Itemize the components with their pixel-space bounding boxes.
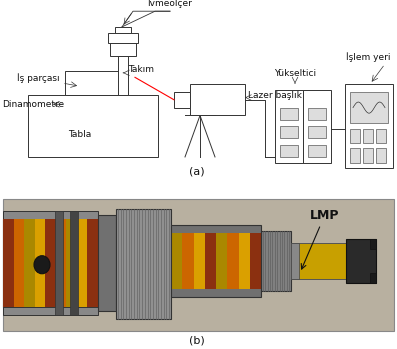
Bar (56, 218, 66, 307)
Bar (3, 307, 98, 315)
Bar (370, 239, 376, 249)
Bar (280, 107, 298, 120)
Text: Tabla: Tabla (68, 130, 92, 139)
Bar (108, 32, 138, 43)
Bar (3, 210, 98, 218)
Bar (171, 225, 182, 297)
Bar (24, 218, 35, 307)
Bar (171, 225, 261, 233)
Text: Dinamometre: Dinamometre (2, 100, 64, 109)
Bar (13, 218, 24, 307)
Ellipse shape (34, 256, 50, 274)
Bar (17, 218, 22, 307)
Bar (350, 129, 360, 143)
Text: İş parçası: İş parçası (17, 74, 60, 83)
Bar (110, 43, 136, 56)
Bar (70, 210, 78, 315)
Bar (376, 129, 386, 143)
Bar (171, 225, 261, 297)
Text: Lazer başlık: Lazer başlık (248, 91, 302, 100)
Bar (376, 148, 386, 163)
Bar (98, 215, 116, 311)
Bar (8, 218, 12, 307)
Text: Takım: Takım (128, 65, 154, 74)
Bar (350, 148, 360, 163)
Bar (12, 218, 17, 307)
Bar (116, 209, 171, 319)
Bar (27, 218, 31, 307)
Text: Yükseltici: Yükseltici (274, 69, 316, 79)
Bar (216, 225, 227, 297)
Bar (345, 84, 393, 168)
Bar (363, 148, 373, 163)
Text: (a): (a) (189, 166, 205, 176)
Bar (118, 56, 128, 95)
Bar (250, 225, 261, 297)
Text: İvmeölçer: İvmeölçer (148, 0, 193, 8)
Text: (b): (b) (189, 336, 205, 346)
Bar (115, 27, 131, 32)
Bar (308, 107, 326, 120)
Bar (22, 218, 27, 307)
Bar (350, 92, 388, 123)
Bar (3, 218, 41, 307)
Bar (205, 225, 216, 297)
Bar (239, 225, 250, 297)
Bar (308, 126, 326, 138)
Bar (227, 225, 239, 297)
Bar (65, 70, 120, 95)
Bar (182, 225, 193, 297)
Bar (87, 218, 98, 307)
Bar (35, 218, 45, 307)
Bar (261, 231, 291, 291)
Bar (303, 90, 331, 163)
Bar (45, 218, 56, 307)
Bar (174, 92, 190, 107)
Bar (171, 289, 261, 297)
Bar (3, 218, 13, 307)
Bar (31, 218, 36, 307)
Text: İşlem yeri: İşlem yeri (345, 52, 390, 62)
Bar (36, 218, 41, 307)
Bar (280, 144, 298, 157)
Bar (363, 129, 373, 143)
Bar (3, 199, 394, 331)
Bar (280, 126, 298, 138)
Bar (370, 273, 376, 283)
Bar (291, 243, 346, 279)
Bar (346, 239, 376, 283)
Bar (77, 218, 87, 307)
Bar (291, 243, 299, 279)
Bar (190, 84, 245, 116)
Bar (55, 210, 63, 315)
Text: LMP: LMP (301, 209, 339, 269)
Bar (193, 225, 205, 297)
Bar (28, 95, 158, 157)
Bar (275, 90, 303, 163)
Bar (308, 144, 326, 157)
Bar (66, 218, 77, 307)
Bar (3, 218, 8, 307)
